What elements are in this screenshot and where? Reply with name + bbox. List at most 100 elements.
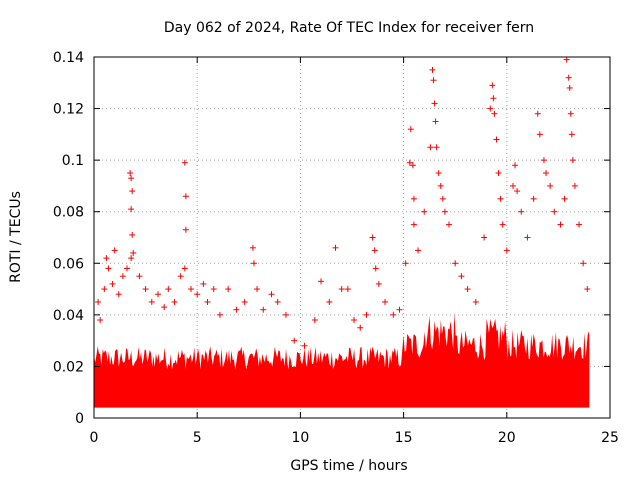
data-point bbox=[402, 260, 409, 267]
data-point bbox=[200, 280, 207, 287]
data-point bbox=[225, 286, 232, 293]
data-point bbox=[194, 291, 201, 298]
data-point bbox=[210, 286, 217, 293]
data-point bbox=[101, 286, 108, 293]
data-point bbox=[128, 255, 135, 262]
data-point bbox=[540, 157, 547, 164]
data-point bbox=[109, 280, 116, 287]
data-point bbox=[452, 260, 459, 267]
data-point bbox=[332, 244, 339, 251]
data-point bbox=[580, 260, 587, 267]
data-point bbox=[433, 144, 440, 151]
y-tick-label: 0 bbox=[75, 411, 84, 427]
data-point bbox=[569, 157, 576, 164]
data-point bbox=[177, 273, 184, 280]
x-tick-labels: 0 5 10 15 20 25 bbox=[90, 430, 619, 446]
data-point bbox=[371, 247, 378, 254]
data-point bbox=[415, 247, 422, 254]
data-point bbox=[493, 136, 500, 143]
data-point bbox=[410, 195, 417, 202]
y-tick-labels: 0 0.02 0.04 0.06 0.08 0.1 0.12 0.14 bbox=[53, 50, 84, 427]
data-point bbox=[410, 221, 417, 228]
y-tick-label: 0.06 bbox=[53, 256, 84, 272]
data-point bbox=[481, 234, 488, 241]
data-point bbox=[547, 182, 554, 189]
data-point bbox=[115, 291, 122, 298]
data-point bbox=[372, 265, 379, 272]
data-point bbox=[182, 226, 189, 233]
data-point bbox=[432, 118, 439, 125]
x-tick-label: 5 bbox=[193, 430, 202, 446]
dense-low-band bbox=[94, 312, 590, 408]
data-point bbox=[95, 298, 102, 305]
data-point bbox=[382, 298, 389, 305]
data-point bbox=[430, 77, 437, 84]
y-axis-title: ROTI / TECUs bbox=[8, 191, 24, 283]
data-point bbox=[249, 244, 256, 251]
data-point bbox=[409, 162, 416, 169]
data-point bbox=[543, 170, 550, 177]
data-point bbox=[274, 298, 281, 305]
data-point bbox=[128, 175, 135, 182]
y-tick-label: 0.08 bbox=[53, 205, 84, 221]
data-point bbox=[97, 317, 104, 324]
data-point bbox=[338, 286, 345, 293]
data-point bbox=[576, 221, 583, 228]
data-point bbox=[472, 298, 479, 305]
data-point bbox=[301, 342, 308, 349]
data-point bbox=[188, 286, 195, 293]
data-point bbox=[344, 286, 351, 293]
data-point bbox=[119, 273, 126, 280]
data-point bbox=[499, 221, 506, 228]
data-point bbox=[563, 56, 570, 63]
x-tick-label: 15 bbox=[395, 430, 413, 446]
data-point bbox=[497, 195, 504, 202]
data-point bbox=[129, 188, 136, 195]
data-point bbox=[407, 126, 414, 133]
data-point bbox=[250, 260, 257, 267]
data-point bbox=[181, 265, 188, 272]
data-point bbox=[503, 247, 510, 254]
data-point bbox=[204, 298, 211, 305]
x-tick-label: 0 bbox=[90, 430, 99, 446]
data-point bbox=[437, 182, 444, 189]
data-point bbox=[282, 311, 289, 318]
y-tick-label: 0.12 bbox=[53, 102, 84, 118]
data-point bbox=[326, 298, 333, 305]
data-point bbox=[129, 231, 136, 238]
data-point bbox=[161, 304, 168, 311]
data-point bbox=[390, 311, 397, 318]
data-point bbox=[530, 195, 537, 202]
data-point bbox=[136, 273, 143, 280]
data-point bbox=[458, 273, 465, 280]
data-point bbox=[509, 182, 516, 189]
data-point bbox=[351, 317, 358, 324]
data-point bbox=[568, 131, 575, 138]
data-point bbox=[524, 234, 531, 241]
data-point bbox=[105, 265, 112, 272]
data-point bbox=[363, 311, 370, 318]
data-point bbox=[491, 110, 498, 117]
data-point bbox=[427, 144, 434, 151]
data-point bbox=[490, 95, 497, 102]
chart-title: Day 062 of 2024, Rate Of TEC Index for r… bbox=[164, 20, 534, 36]
data-point bbox=[431, 100, 438, 107]
data-point bbox=[369, 234, 376, 241]
y-tick-label: 0.1 bbox=[62, 153, 84, 169]
data-point bbox=[128, 206, 135, 213]
data-point bbox=[489, 82, 496, 89]
data-point bbox=[375, 280, 382, 287]
data-point bbox=[518, 208, 525, 215]
x-tick-label: 10 bbox=[291, 430, 309, 446]
plot-frame bbox=[93, 56, 611, 419]
data-point bbox=[181, 159, 188, 166]
data-point bbox=[268, 291, 275, 298]
data-point bbox=[534, 110, 541, 117]
data-point bbox=[182, 193, 189, 200]
data-point bbox=[429, 66, 436, 73]
data-point bbox=[446, 221, 453, 228]
data-point bbox=[514, 188, 521, 195]
data-point bbox=[487, 105, 494, 112]
data-point bbox=[565, 74, 572, 81]
